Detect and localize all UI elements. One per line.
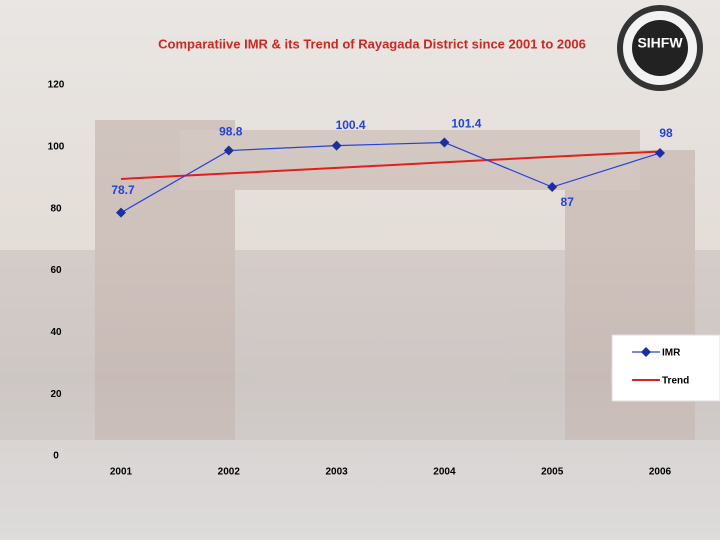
data-point bbox=[547, 182, 558, 193]
y-tick-label: 40 bbox=[50, 327, 62, 338]
x-tick-label: 2002 bbox=[218, 467, 241, 478]
legend-label: Trend bbox=[662, 376, 689, 387]
data-label: 98 bbox=[659, 126, 673, 140]
data-label: 87 bbox=[561, 195, 575, 209]
x-tick-label: 2003 bbox=[325, 467, 348, 478]
data-label: 78.7 bbox=[111, 183, 135, 197]
data-label: 101.4 bbox=[451, 117, 481, 131]
legend-label: IMR bbox=[662, 348, 681, 359]
legend-marker bbox=[641, 347, 651, 357]
y-tick-label: 120 bbox=[48, 80, 65, 91]
imr-line bbox=[120, 141, 661, 214]
x-tick-label: 2001 bbox=[110, 467, 133, 478]
y-tick-label: 80 bbox=[50, 203, 62, 214]
background-photo bbox=[0, 120, 720, 540]
data-point bbox=[655, 148, 665, 159]
y-tick-label: 20 bbox=[50, 389, 62, 400]
trend-line bbox=[120, 150, 661, 180]
data-point bbox=[223, 145, 234, 156]
chart-title: Comparatiive IMR & its Trend of Rayagada… bbox=[158, 36, 586, 51]
x-tick-label: 2006 bbox=[649, 467, 672, 478]
logo: SIHFW bbox=[617, 5, 703, 91]
data-point bbox=[331, 140, 342, 151]
y-tick-label: 0 bbox=[53, 451, 59, 462]
data-point bbox=[116, 207, 126, 218]
data-label: 98.8 bbox=[219, 125, 243, 139]
legend-box bbox=[611, 334, 720, 402]
x-tick-label: 2004 bbox=[433, 467, 456, 478]
data-point bbox=[439, 137, 450, 148]
logo-text: SIHFW bbox=[637, 35, 683, 51]
x-tick-label: 2005 bbox=[541, 467, 564, 478]
y-tick-label: 100 bbox=[48, 141, 65, 152]
data-label: 100.4 bbox=[336, 118, 366, 132]
y-tick-label: 60 bbox=[50, 265, 62, 276]
